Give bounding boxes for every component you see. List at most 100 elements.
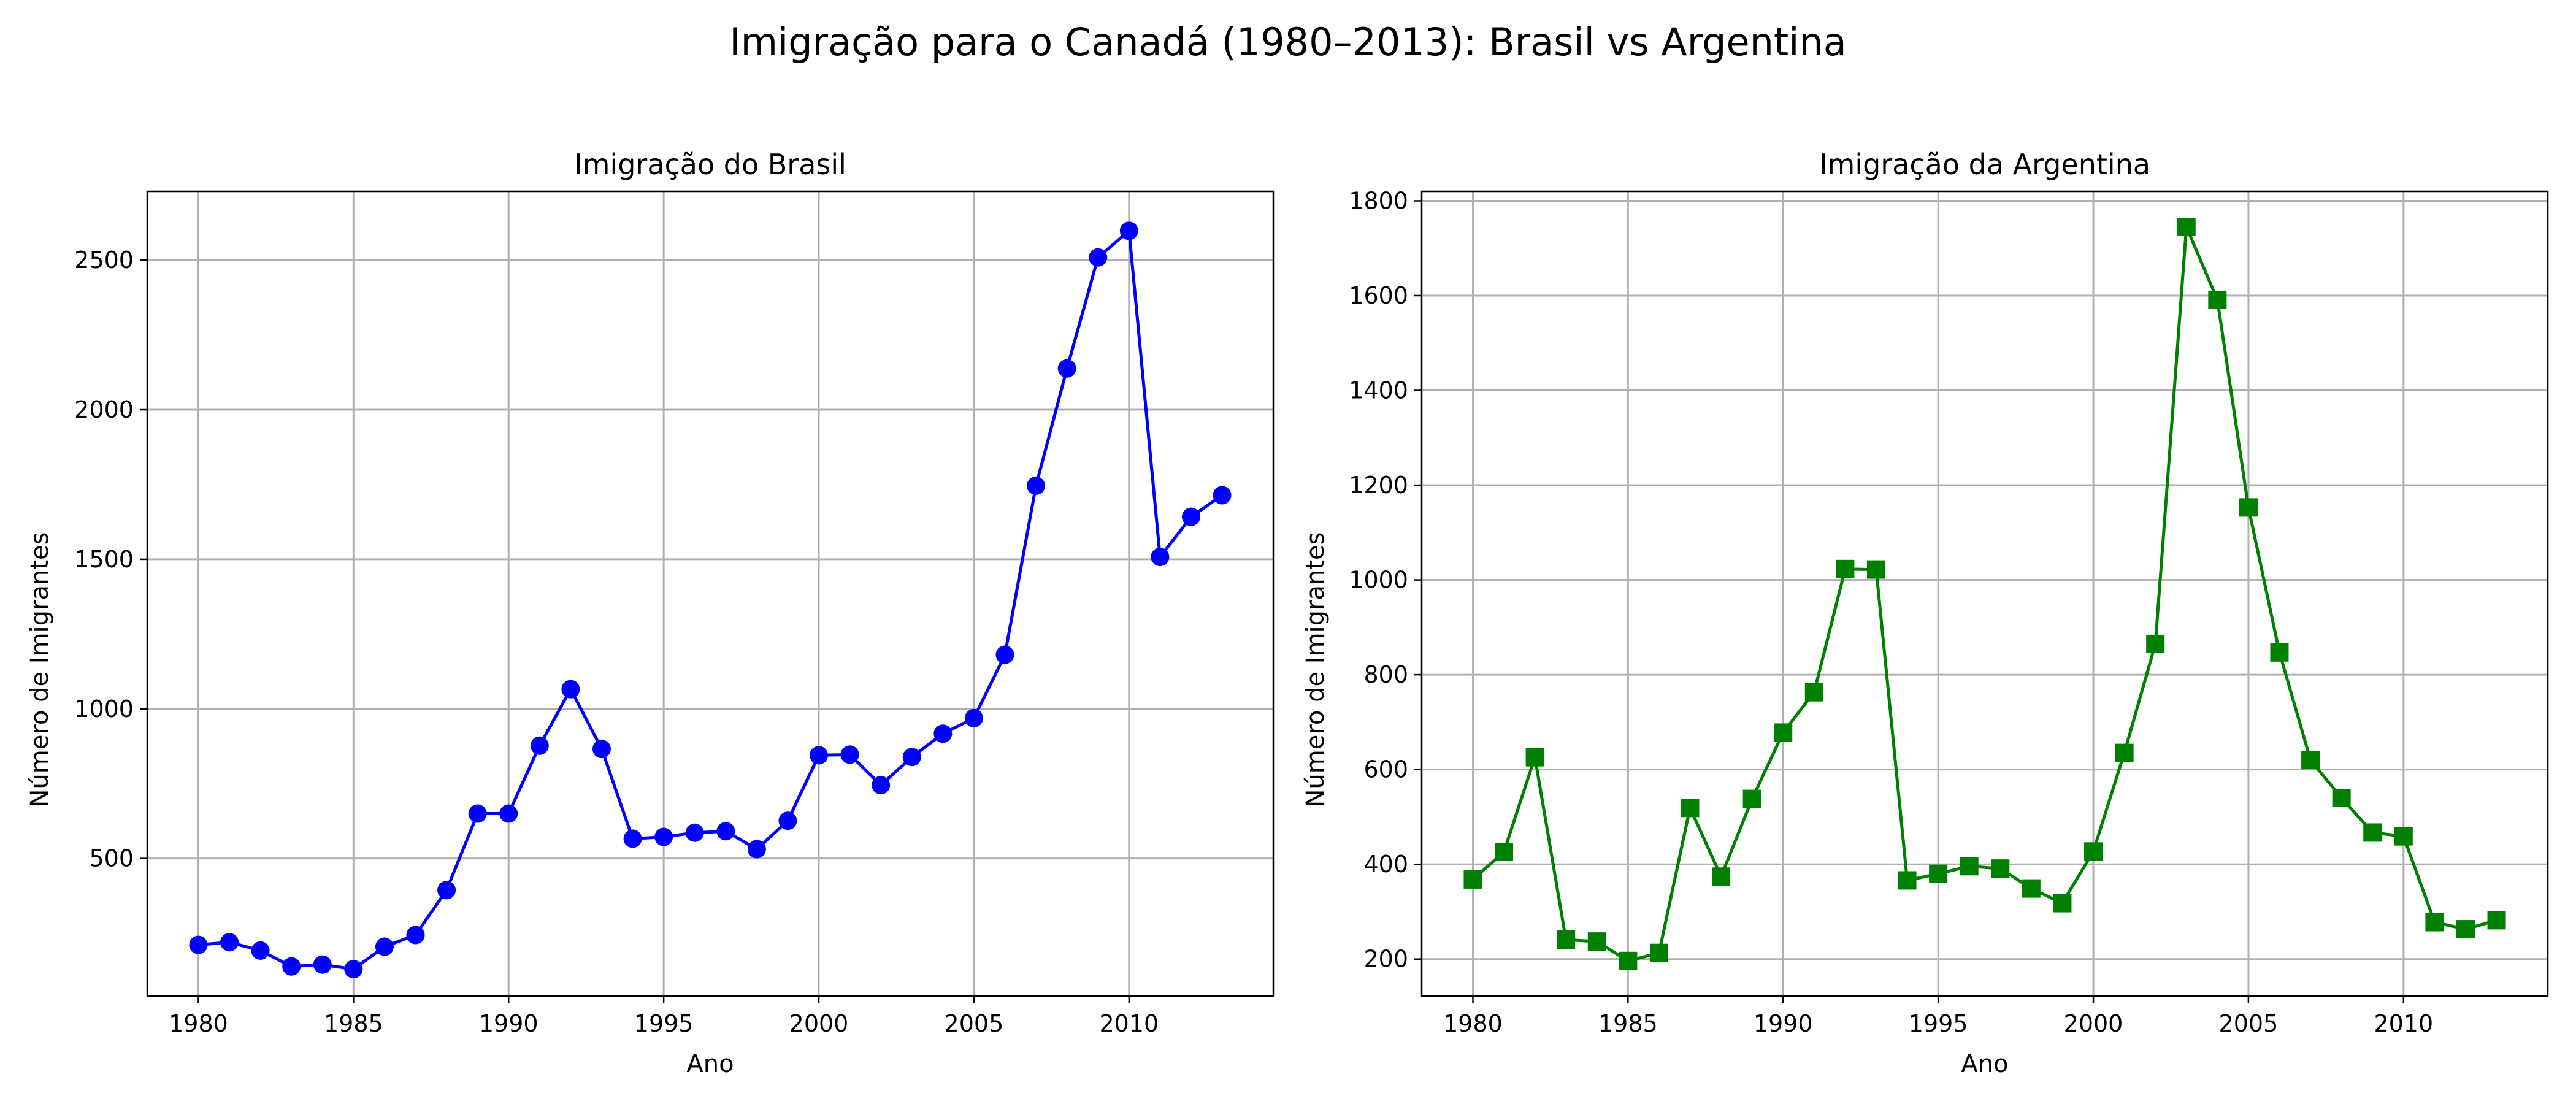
brasil-data-point bbox=[1181, 507, 1200, 526]
argentina-y-tick-label: 1200 bbox=[1349, 472, 1408, 499]
brasil-data-point bbox=[933, 724, 953, 743]
argentina-data-point bbox=[1960, 857, 1979, 876]
argentina-chart-title: Imigração da Argentina bbox=[1819, 148, 2150, 181]
brasil-series-line bbox=[198, 229, 1223, 971]
argentina-data-point bbox=[2177, 217, 2196, 236]
argentina-y-axis-label: Número de Imigrantes bbox=[1301, 532, 1330, 807]
argentina-data-point bbox=[1774, 723, 1793, 742]
argentina-data-point bbox=[2394, 827, 2413, 846]
brasil-data-point bbox=[810, 746, 829, 765]
brasil-data-point bbox=[375, 937, 394, 956]
argentina-data-point bbox=[1557, 930, 1576, 949]
brasil-data-point bbox=[251, 941, 270, 960]
brasil-data-point bbox=[1119, 221, 1138, 240]
brasil-plot-frame bbox=[146, 190, 1275, 997]
argentina-data-point bbox=[2146, 634, 2165, 653]
argentina-data-point bbox=[2456, 920, 2475, 939]
figure-title: Imigração para o Canadá (1980–2013): Bra… bbox=[729, 20, 1846, 64]
brasil-data-point bbox=[1089, 248, 1108, 267]
argentina-data-point bbox=[1836, 559, 1855, 578]
argentina-data-point bbox=[1991, 859, 2010, 878]
argentina-grid bbox=[1422, 191, 2548, 996]
brasil-data-point bbox=[995, 645, 1014, 664]
argentina-x-tick-label: 1980 bbox=[1443, 1010, 1503, 1037]
argentina-data-point bbox=[1649, 943, 1668, 962]
brasil-grid bbox=[147, 191, 1273, 996]
argentina-data-point bbox=[2363, 823, 2382, 842]
brasil-data-point bbox=[499, 804, 518, 823]
brasil-data-point bbox=[437, 881, 456, 900]
argentina-x-tick-label: 2005 bbox=[2219, 1010, 2279, 1037]
argentina-data-point bbox=[1495, 843, 1514, 862]
brasil-data-point bbox=[778, 811, 797, 830]
brasil-data-point bbox=[685, 823, 704, 842]
brasil-series bbox=[189, 221, 1232, 979]
brasil-data-point bbox=[592, 740, 611, 759]
brasil-x-tick-label: 2005 bbox=[945, 1010, 1004, 1037]
brasil-y-tick-label: 500 bbox=[89, 845, 134, 872]
brasil-x-tick-label: 1980 bbox=[169, 1010, 228, 1037]
argentina-y-tick-label: 600 bbox=[1363, 756, 1408, 783]
brasil-data-point bbox=[654, 827, 673, 846]
argentina-y-tick-label: 400 bbox=[1363, 851, 1408, 878]
argentina-data-point bbox=[1463, 870, 1482, 889]
argentina-data-point bbox=[1929, 864, 1948, 883]
argentina-x-tick-label: 2000 bbox=[2064, 1010, 2123, 1037]
argentina-x-axis-label: Ano bbox=[1961, 1050, 2008, 1078]
brasil-y-tick-label: 1500 bbox=[74, 546, 134, 573]
argentina-data-point bbox=[1681, 799, 1700, 818]
brasil-data-point bbox=[1151, 548, 1170, 567]
argentina-data-point bbox=[2208, 290, 2227, 309]
argentina-data-point bbox=[2084, 842, 2103, 861]
brasil-data-point bbox=[530, 736, 549, 755]
brasil-x-tick-label: 1990 bbox=[479, 1010, 539, 1037]
brasil-axis-ticks: 1980 1985 1990 1995 2000 2005 2010 500 1000 1500 2… bbox=[74, 247, 1159, 1037]
argentina-data-point bbox=[2270, 643, 2289, 662]
argentina-data-point bbox=[1804, 683, 1823, 702]
brasil-x-tick-label: 1995 bbox=[634, 1010, 694, 1037]
argentina-y-tick-label: 1000 bbox=[1349, 567, 1408, 594]
brasil-data-point bbox=[872, 776, 891, 795]
argentina-series bbox=[1463, 217, 2506, 970]
brasil-x-tick-label: 1985 bbox=[324, 1010, 383, 1037]
argentina-data-point bbox=[1742, 789, 1761, 808]
argentina-data-point bbox=[2022, 879, 2041, 898]
brasil-x-tick-label: 2010 bbox=[1099, 1010, 1159, 1037]
argentina-y-tick-label: 800 bbox=[1363, 661, 1408, 688]
brasil-data-point bbox=[840, 745, 859, 764]
brasil-data-point bbox=[189, 935, 208, 954]
argentina-chart-panel: Imigração da Argentina Ano Número de Imi… bbox=[1301, 148, 2549, 1078]
brasil-y-tick-label: 2000 bbox=[74, 396, 134, 423]
brasil-x-tick-label: 2000 bbox=[789, 1010, 849, 1037]
argentina-x-tick-label: 2010 bbox=[2374, 1010, 2433, 1037]
argentina-data-point bbox=[1712, 867, 1731, 886]
argentina-data-point bbox=[2115, 743, 2134, 762]
argentina-data-point bbox=[1587, 932, 1606, 951]
argentina-data-point bbox=[2301, 751, 2320, 770]
brasil-data-point bbox=[406, 926, 425, 945]
argentina-plot-frame bbox=[1420, 190, 2549, 997]
brasil-chart-panel: Imigração do Brasil Ano Número de Imigra… bbox=[26, 148, 1275, 1078]
brasil-data-point bbox=[282, 957, 301, 976]
brasil-chart-title: Imigração do Brasil bbox=[574, 148, 846, 181]
brasil-data-point bbox=[964, 708, 983, 727]
argentina-data-point bbox=[2053, 894, 2072, 913]
argentina-data-point bbox=[2425, 913, 2444, 932]
brasil-y-axis-label: Número de Imigrantes bbox=[26, 532, 54, 807]
argentina-data-point bbox=[1619, 951, 1638, 970]
argentina-y-tick-label: 200 bbox=[1363, 946, 1408, 973]
argentina-data-point bbox=[2332, 789, 2351, 808]
brasil-x-axis-label: Ano bbox=[686, 1050, 734, 1078]
argentina-y-tick-label: 1600 bbox=[1349, 282, 1408, 309]
brasil-data-point bbox=[313, 955, 332, 974]
brasil-data-point bbox=[1213, 486, 1232, 505]
brasil-data-point bbox=[902, 748, 921, 767]
argentina-y-tick-label: 1800 bbox=[1349, 187, 1408, 214]
brasil-data-point bbox=[220, 933, 239, 952]
brasil-data-point bbox=[623, 829, 642, 848]
brasil-data-point bbox=[344, 960, 363, 979]
argentina-data-point bbox=[1866, 560, 1885, 579]
argentina-data-point bbox=[1898, 871, 1917, 890]
